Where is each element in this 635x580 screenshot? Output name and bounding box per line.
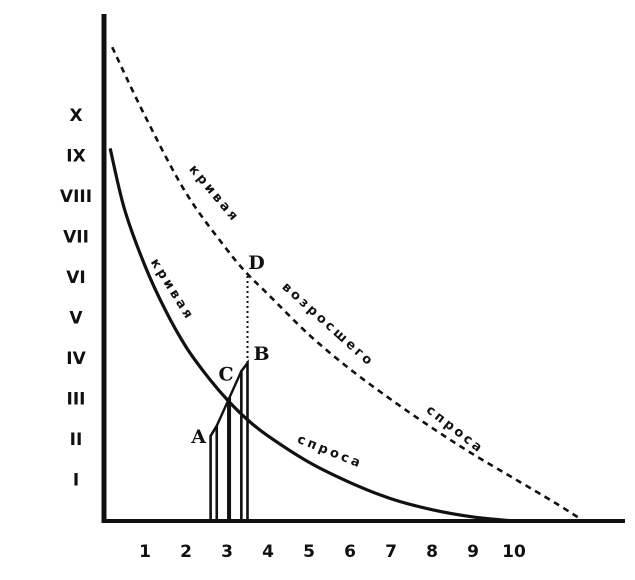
demand-curve-label-word-2: спроса — [295, 432, 365, 472]
y-tick-label: VI — [66, 268, 85, 288]
y-tick-label: VII — [63, 228, 89, 248]
y-tick-label: III — [67, 390, 86, 410]
point-label-B: B — [253, 343, 269, 365]
y-tick-label: V — [69, 309, 83, 329]
x-tick-label: 6 — [344, 542, 356, 562]
x-tick-label: 1 — [139, 542, 151, 562]
y-tick-label: VIII — [60, 187, 92, 207]
y-tick-label: X — [69, 106, 82, 126]
x-tick-label: 9 — [467, 542, 479, 562]
point-label-A: A — [190, 426, 206, 448]
x-tick-label: 10 — [502, 542, 526, 562]
x-tick-label: 7 — [385, 542, 397, 562]
x-tick-label: 4 — [262, 542, 274, 562]
column-B — [240, 359, 249, 521]
point-label-C: C — [218, 363, 233, 385]
increased-demand-curve — [111, 46, 585, 523]
y-tick-label: II — [70, 430, 83, 450]
increased-demand-label-word-1: кривая — [186, 162, 243, 226]
y-tick-label: IX — [66, 147, 85, 167]
marks — [108, 46, 585, 523]
point-label-D: D — [248, 252, 264, 274]
x-tick-label: 5 — [303, 542, 315, 562]
increased-demand-label-word-2: возросшего — [279, 280, 377, 371]
x-tick-label: 8 — [426, 542, 438, 562]
x-tick-label: 3 — [221, 542, 233, 562]
line-A-B — [215, 370, 243, 427]
y-tick-label: I — [73, 471, 79, 491]
x-tick-label: 2 — [180, 542, 192, 562]
column-A — [209, 421, 219, 521]
increased-demand-label-word-3: спроса — [423, 403, 487, 458]
demand-curve — [108, 148, 515, 523]
y-tick-label: IV — [66, 349, 86, 369]
